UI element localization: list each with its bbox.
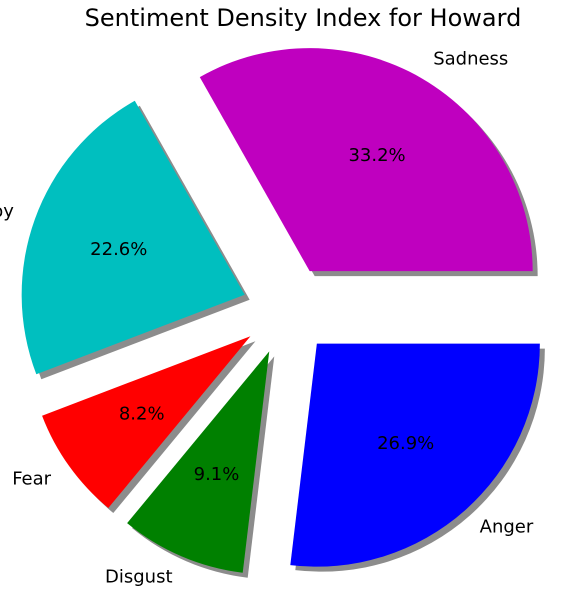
- percent-labels: 33.2% 22.6% 8.2% 9.1% 26.9%: [90, 145, 434, 485]
- pie-slices: [21, 48, 540, 573]
- category-label-disgust: Disgust: [105, 566, 173, 587]
- percent-label-disgust: 9.1%: [194, 464, 240, 485]
- slice-joy: [21, 100, 245, 375]
- slice-anger: [290, 343, 540, 567]
- chart-title: Sentiment Density Index for Howard: [85, 4, 522, 32]
- slice-disgust: [127, 351, 270, 573]
- percent-label-fear: 8.2%: [119, 404, 165, 425]
- percent-label-sadness: 33.2%: [348, 145, 405, 166]
- slice-sadness: [199, 48, 533, 272]
- category-label-anger: Anger: [480, 517, 534, 538]
- category-label-fear: Fear: [12, 469, 51, 490]
- slice-fear: [42, 336, 251, 509]
- category-label-sadness: Sadness: [433, 49, 508, 70]
- percent-label-joy: 22.6%: [90, 239, 147, 260]
- category-label-joy: Joy: [0, 201, 14, 222]
- category-labels: Sadness Joy Fear Disgust Anger: [0, 49, 534, 588]
- percent-label-anger: 26.9%: [377, 433, 434, 454]
